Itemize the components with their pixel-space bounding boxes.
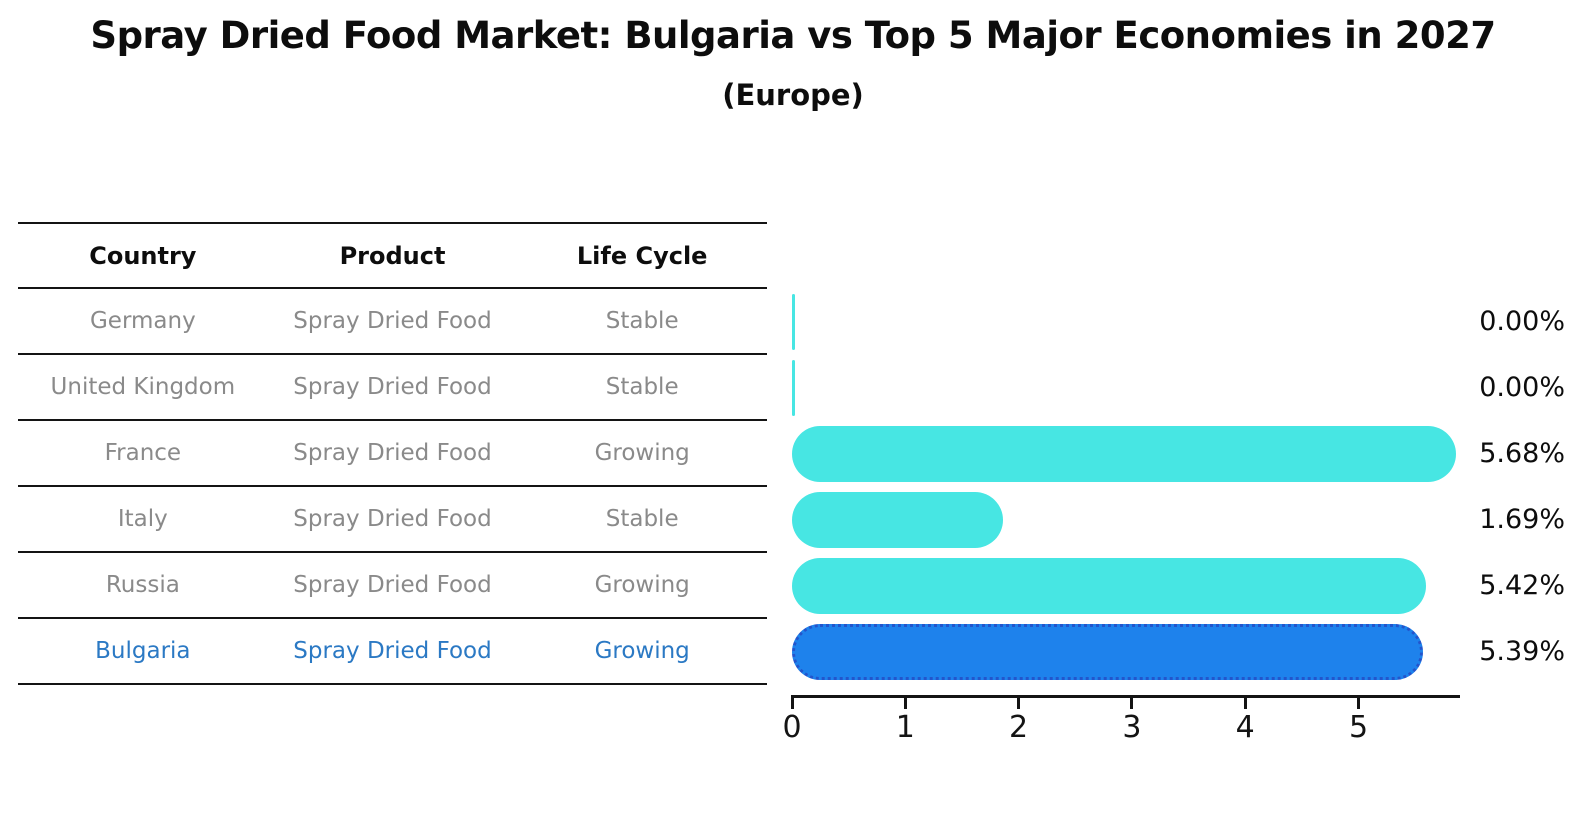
cell-life-cycle: Stable	[605, 374, 679, 400]
x-axis-tick-label-2: 2	[1009, 710, 1029, 745]
cell-product: Spray Dried Food	[293, 308, 492, 334]
cell-country: Italy	[117, 506, 168, 532]
cell-product: Spray Dried Food	[293, 374, 492, 400]
bar-italy	[792, 492, 1004, 548]
x-axis-tick-label-4: 4	[1235, 710, 1255, 745]
bar-russia	[792, 558, 1427, 614]
table-header-row: Country Product Life Cycle	[18, 222, 767, 289]
header-country: Country	[89, 241, 197, 270]
cell-product: Spray Dried Food	[293, 506, 492, 532]
table-row-russia: Russia Spray Dried Food Growing	[18, 553, 767, 619]
country-table: Country Product Life Cycle Germany Spray…	[18, 222, 767, 685]
cell-product: Spray Dried Food	[293, 572, 492, 598]
chart-title: Spray Dried Food Market: Bulgaria vs Top…	[90, 14, 1496, 57]
header-product: Product	[339, 241, 446, 270]
bar-bulgaria	[792, 624, 1423, 680]
cell-product: Spray Dried Food	[293, 638, 492, 664]
cell-country: France	[104, 440, 182, 466]
table-row-bulgaria: Bulgaria Spray Dried Food Growing	[18, 619, 767, 685]
cell-life-cycle: Growing	[594, 572, 690, 598]
x-axis-line	[792, 695, 1460, 698]
cell-country: Russia	[105, 572, 180, 598]
table-row-united-kingdom: United Kingdom Spray Dried Food Stable	[18, 355, 767, 421]
cell-life-cycle: Stable	[605, 506, 679, 532]
x-axis-tick-label-5: 5	[1348, 710, 1369, 745]
value-label-italy: 1.69%	[1479, 504, 1565, 535]
cell-country: Germany	[89, 308, 196, 334]
bar-germany	[792, 294, 795, 350]
x-axis-tick-label-0: 0	[782, 710, 802, 745]
x-axis-tick-1	[903, 695, 907, 709]
x-axis-tick-label-1: 1	[895, 710, 915, 745]
cell-country: United Kingdom	[50, 374, 236, 400]
x-axis-tick-5	[1357, 695, 1360, 709]
x-axis-tick-4	[1243, 695, 1247, 709]
cell-product: Spray Dried Food	[293, 440, 492, 466]
bar-france	[792, 426, 1456, 482]
cell-life-cycle: Growing	[594, 440, 690, 466]
table-row-germany: Germany Spray Dried Food Stable	[18, 289, 767, 355]
value-label-bulgaria: 5.39%	[1479, 636, 1565, 667]
value-label-france: 5.68%	[1479, 438, 1565, 469]
value-label-united-kingdom: 0.00%	[1479, 372, 1565, 403]
table-row-italy: Italy Spray Dried Food Stable	[18, 487, 767, 553]
x-axis-tick-3	[1130, 695, 1134, 709]
value-label-germany: 0.00%	[1479, 306, 1565, 337]
header-life-cycle: Life Cycle	[576, 241, 708, 270]
chart-subtitle: (Europe)	[722, 78, 864, 112]
x-axis-tick-label-3: 3	[1122, 710, 1142, 745]
cell-country: Bulgaria	[95, 638, 191, 664]
table-row-france: France Spray Dried Food Growing	[18, 421, 767, 487]
x-axis-tick-2	[1017, 695, 1021, 709]
x-axis-tick-0	[790, 695, 794, 709]
value-label-russia: 5.42%	[1479, 570, 1565, 601]
cell-life-cycle: Growing	[594, 638, 690, 664]
cell-life-cycle: Stable	[605, 308, 679, 334]
bar-united-kingdom	[792, 360, 795, 416]
